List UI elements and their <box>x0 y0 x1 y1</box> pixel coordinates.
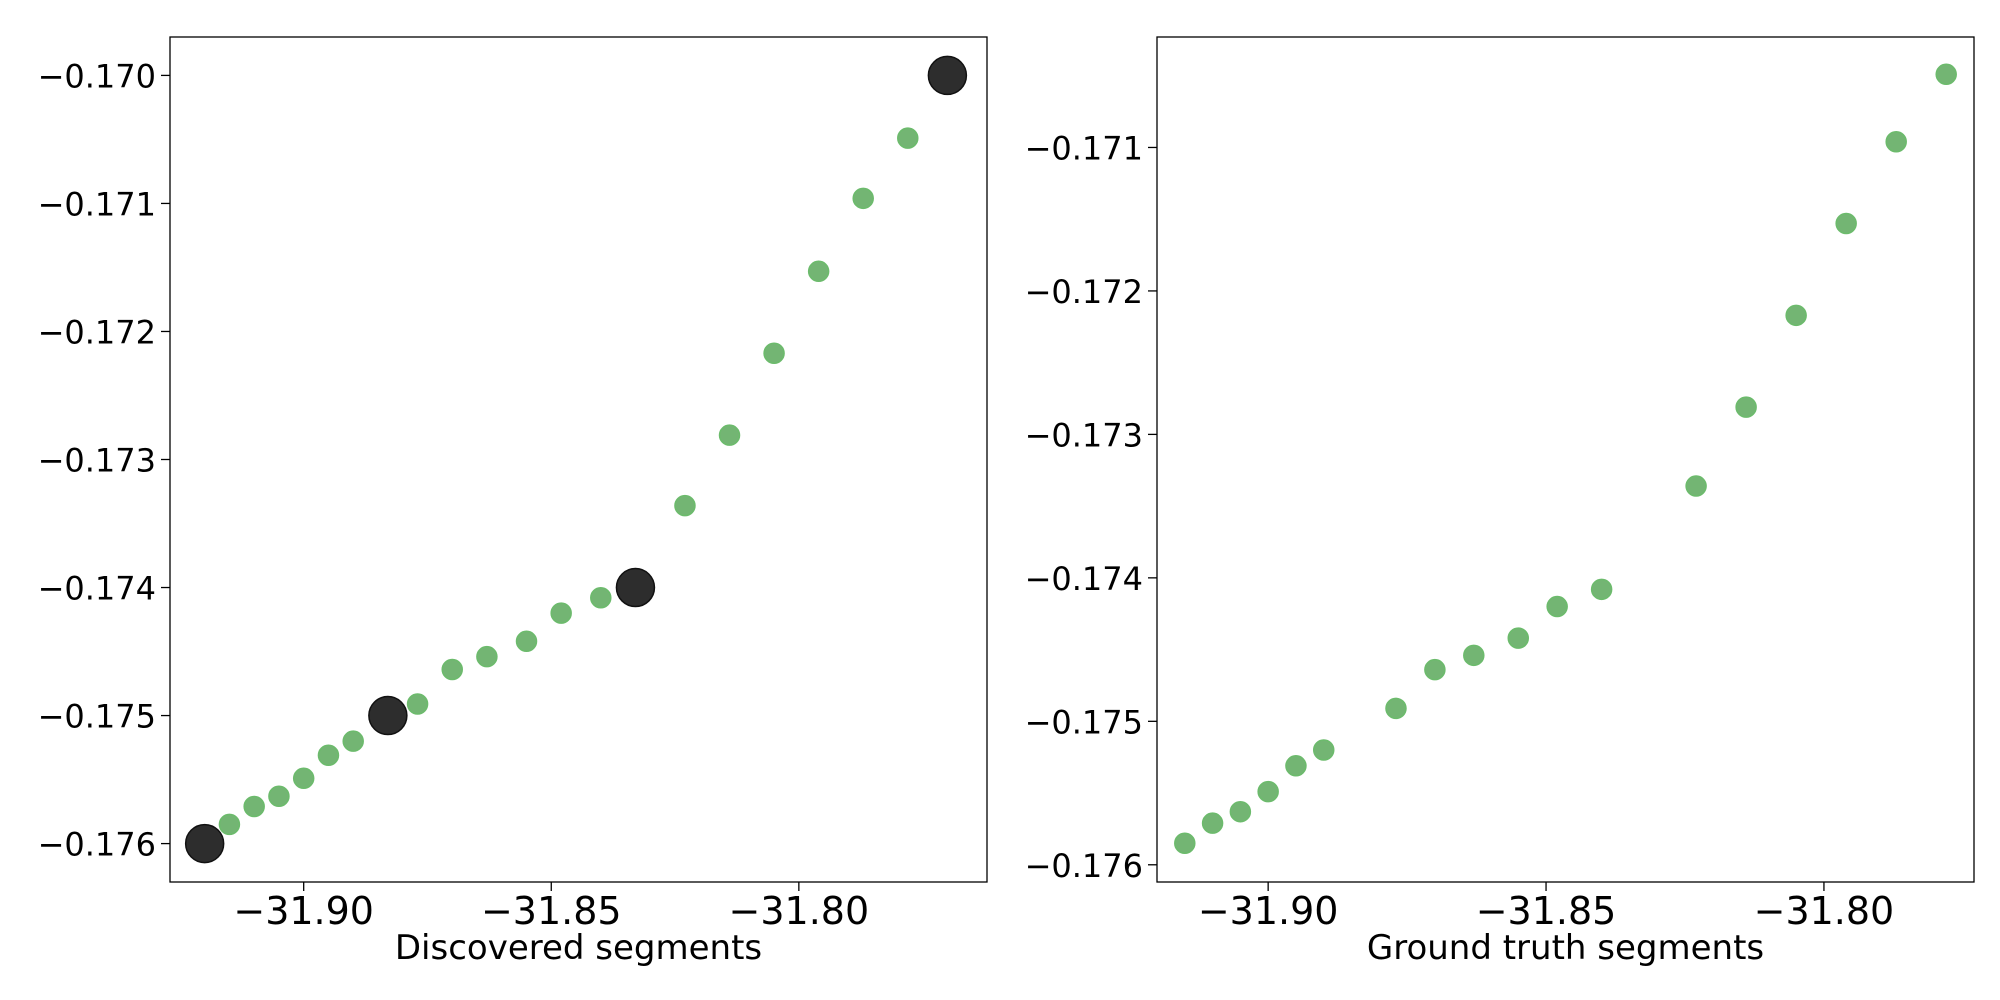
data-point <box>515 630 538 653</box>
y-tick-label: −0.171 <box>38 185 156 223</box>
data-point <box>1312 739 1335 761</box>
y-tick-label: −0.176 <box>38 826 156 864</box>
data-point <box>292 767 315 790</box>
data-point <box>1257 780 1279 803</box>
x-tick-label: −31.80 <box>729 889 870 933</box>
data-point <box>1174 832 1196 855</box>
data-point <box>268 785 290 807</box>
data-point <box>476 645 498 668</box>
data-point <box>852 187 874 210</box>
data-point <box>1507 627 1530 649</box>
data-point <box>1835 212 1857 235</box>
y-tick-label: −0.170 <box>38 57 156 95</box>
data-point <box>1463 644 1485 667</box>
y-tick-label: −0.173 <box>1025 416 1143 454</box>
data-point <box>718 424 741 446</box>
data-point <box>1229 800 1252 823</box>
data-point <box>1285 755 1307 777</box>
data-point <box>1885 130 1907 153</box>
y-tick-label: −0.172 <box>1025 273 1143 311</box>
y-tick-label: −0.171 <box>1025 129 1143 167</box>
y-tick-label: −0.172 <box>38 313 156 351</box>
data-point <box>1546 595 1568 618</box>
x-tick-label: −31.85 <box>481 889 622 933</box>
segment-boundary-point <box>368 695 408 736</box>
discovered-segments-panel: −31.90 −31.85 −31.80 −0.176 −0.175 −0.174 −0.1… <box>38 36 988 968</box>
segment-boundary-point <box>927 55 968 96</box>
data-point <box>243 795 265 818</box>
data-point <box>897 127 919 149</box>
data-point <box>1735 396 1757 418</box>
data-point <box>342 730 364 752</box>
y-tick-label: −0.174 <box>1025 560 1143 598</box>
x-axis-label: Ground truth segments <box>1367 928 1764 968</box>
y-tick-label: −0.175 <box>1025 703 1143 741</box>
plot-frame <box>169 36 988 883</box>
segment-boundary-point <box>184 823 225 864</box>
x-tick-label: −31.90 <box>233 889 374 933</box>
data-point <box>406 693 429 715</box>
data-point <box>550 602 572 624</box>
data-point <box>1685 475 1707 497</box>
data-point <box>1385 697 1407 720</box>
data-point <box>1201 812 1224 834</box>
data-point <box>763 342 785 364</box>
data-point <box>590 587 612 609</box>
x-tick-label: −31.80 <box>1754 889 1895 933</box>
plot-frame <box>1156 36 1975 883</box>
data-point <box>218 813 241 836</box>
x-tick-label: −31.90 <box>1198 889 1339 933</box>
data-point <box>317 744 340 766</box>
data-point <box>1424 658 1446 681</box>
data-point <box>1590 578 1613 601</box>
data-point <box>1935 63 1957 86</box>
y-tick-label: −0.176 <box>1025 847 1143 885</box>
data-point <box>1785 304 1807 327</box>
x-axis-label: Discovered segments <box>395 928 762 968</box>
y-tick-label: −0.174 <box>38 570 156 608</box>
segment-boundary-point <box>615 567 656 608</box>
ground-truth-segments-panel: −31.90 −31.85 −31.80 −0.176 −0.175 −0.174 −0.1… <box>1025 36 1975 968</box>
data-point <box>674 494 696 517</box>
data-point <box>441 658 463 681</box>
data-point <box>807 260 830 283</box>
y-tick-label: −0.175 <box>38 698 156 736</box>
x-tick-label: −31.85 <box>1476 889 1617 933</box>
y-tick-label: −0.173 <box>38 442 156 480</box>
